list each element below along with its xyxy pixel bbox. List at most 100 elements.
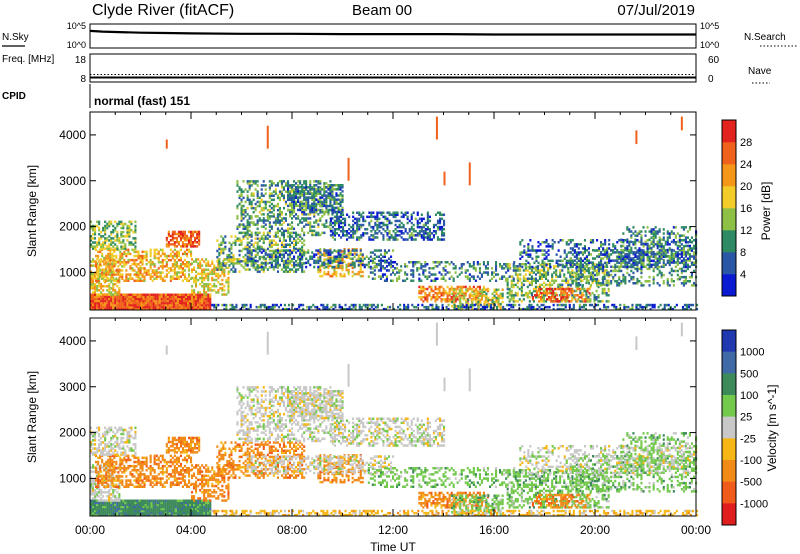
power-cell	[116, 222, 119, 226]
power-cell	[258, 264, 261, 267]
power-cell	[122, 239, 125, 242]
power-cell	[380, 213, 383, 216]
power-cell	[108, 299, 111, 303]
power-cell	[274, 223, 277, 226]
power-cell	[556, 298, 559, 301]
power-cell	[111, 267, 114, 270]
power-cell	[173, 243, 176, 246]
power-cell	[107, 279, 110, 282]
power-cell	[216, 260, 219, 263]
power-cell	[571, 259, 574, 262]
power-cell	[583, 271, 586, 274]
power-cell	[178, 307, 181, 311]
power-cell	[196, 230, 199, 234]
power-cell	[567, 269, 570, 272]
power-cell	[313, 215, 316, 218]
power-cell	[120, 301, 123, 305]
power-cell	[548, 291, 551, 295]
power-cell	[125, 277, 128, 280]
power-cell	[321, 231, 324, 235]
power-cell	[536, 269, 539, 272]
power-cell	[125, 273, 128, 276]
power-cell	[396, 267, 399, 270]
power-cell	[600, 267, 603, 271]
power-cell	[175, 271, 178, 274]
power-cell	[584, 300, 587, 303]
power-cell	[132, 301, 135, 305]
power-cell	[341, 210, 344, 214]
power-cell	[454, 296, 457, 299]
power-cell	[605, 291, 608, 295]
power-cell	[603, 271, 606, 274]
power-cell	[131, 263, 134, 266]
power-cell	[575, 275, 578, 278]
power-cell	[198, 236, 201, 240]
power-cell	[170, 303, 173, 307]
power-cell	[90, 272, 93, 276]
power-cell	[549, 289, 552, 293]
power-cell	[382, 215, 385, 219]
power-cell	[126, 305, 129, 309]
power-cell	[392, 271, 395, 274]
power-cell	[303, 210, 306, 214]
frequency-right-tick-bottom: 0	[708, 74, 714, 85]
power-cell	[149, 261, 152, 264]
power-cell	[166, 301, 169, 305]
power-cell	[177, 267, 180, 270]
power-cell	[607, 279, 610, 282]
power-cell	[254, 180, 257, 183]
power-cell	[356, 221, 359, 225]
power-cell	[398, 234, 401, 237]
power-cell	[354, 232, 357, 235]
power-cell	[342, 228, 345, 231]
power-cell	[224, 264, 227, 267]
power-cell	[114, 283, 117, 286]
power-cell	[192, 243, 195, 246]
power-cell	[542, 291, 545, 295]
power-cell	[278, 251, 281, 255]
power-cell	[358, 219, 361, 223]
power-cell	[301, 237, 304, 240]
power-cell	[112, 241, 115, 244]
power-cell	[410, 236, 413, 239]
power-cell	[313, 221, 316, 224]
power-cell	[607, 287, 610, 291]
power-cell	[628, 273, 631, 277]
power-cell	[329, 227, 332, 230]
power-cell	[583, 265, 586, 268]
power-cell	[610, 265, 613, 268]
power-cell	[190, 232, 193, 236]
power-cell	[218, 253, 221, 257]
power-cell	[313, 190, 316, 193]
power-cell	[670, 269, 673, 273]
power-cell	[129, 267, 132, 270]
power-cell	[124, 307, 127, 311]
power-cell	[591, 273, 594, 276]
power-cell	[317, 188, 320, 191]
power-cell	[104, 241, 107, 244]
power-cell	[256, 251, 259, 255]
power-cell	[220, 247, 223, 251]
power-cell	[99, 273, 102, 276]
power-cell	[150, 303, 153, 307]
power-cell	[165, 265, 168, 268]
power-cell	[678, 277, 681, 281]
power-cell	[441, 213, 444, 216]
power-cell	[209, 295, 212, 299]
power-cell	[571, 280, 574, 283]
power-cell	[242, 180, 245, 183]
power-cell	[345, 265, 348, 269]
power-cell	[340, 221, 343, 225]
power-cell	[248, 202, 251, 206]
power-cell	[207, 285, 210, 288]
power-cell	[258, 266, 261, 269]
power-cell	[315, 206, 318, 210]
power-cell	[484, 298, 487, 301]
power-cell	[110, 287, 113, 290]
power-cell	[172, 305, 175, 309]
power-cell	[305, 198, 308, 201]
power-cell	[112, 268, 115, 271]
power-cell	[483, 288, 486, 291]
power-cell	[184, 305, 187, 309]
